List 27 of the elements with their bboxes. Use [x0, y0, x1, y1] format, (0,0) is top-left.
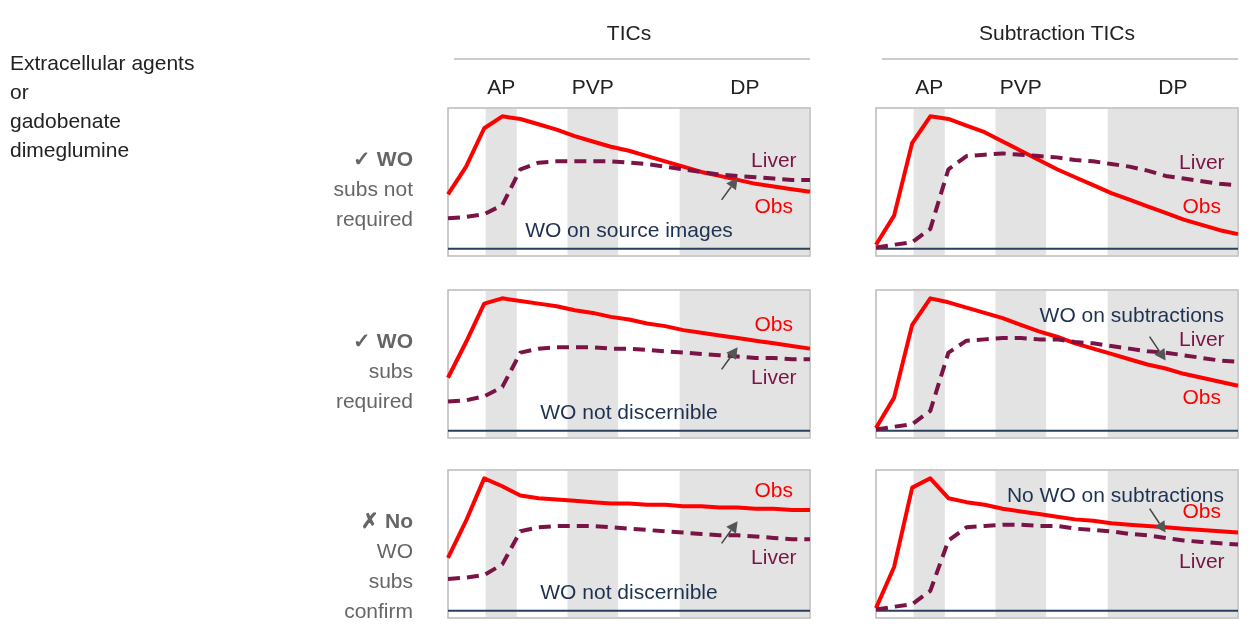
series-label: Liver — [1179, 150, 1225, 174]
chart-title: TICs — [606, 21, 652, 44]
text: DP — [1158, 75, 1188, 98]
text: AP — [915, 75, 944, 98]
series-label: Obs — [1182, 193, 1222, 217]
annotation: WO on subtractions — [1039, 303, 1224, 326]
chart-title: Subtraction TICs — [978, 21, 1136, 44]
text: PVP — [571, 75, 614, 98]
text: DP — [730, 75, 760, 98]
series-label: Obs — [754, 193, 794, 217]
series-label: Obs — [1182, 384, 1222, 408]
annotation: WO not discernible — [540, 399, 718, 423]
series-label: Liver — [751, 544, 797, 568]
series-label: Liver — [1179, 326, 1225, 350]
text: Extracellular agents or gadobenate dimeglumine — [10, 51, 195, 161]
series-label: Liver — [751, 364, 797, 388]
text: AP — [487, 75, 516, 98]
series-label: Liver — [751, 147, 797, 171]
series-label: Liver — [1179, 548, 1225, 572]
text: PVP — [999, 75, 1042, 98]
annotation: WO on source images — [525, 217, 733, 241]
series-label: Obs — [754, 312, 794, 336]
text: ✓ WO subs required — [335, 329, 413, 412]
text: ✗ No WO subs confirm — [344, 509, 413, 622]
text: ✓ WO subs not required — [333, 147, 414, 230]
series-label: Obs — [754, 477, 794, 501]
annotation: WO not discernible — [540, 579, 718, 603]
